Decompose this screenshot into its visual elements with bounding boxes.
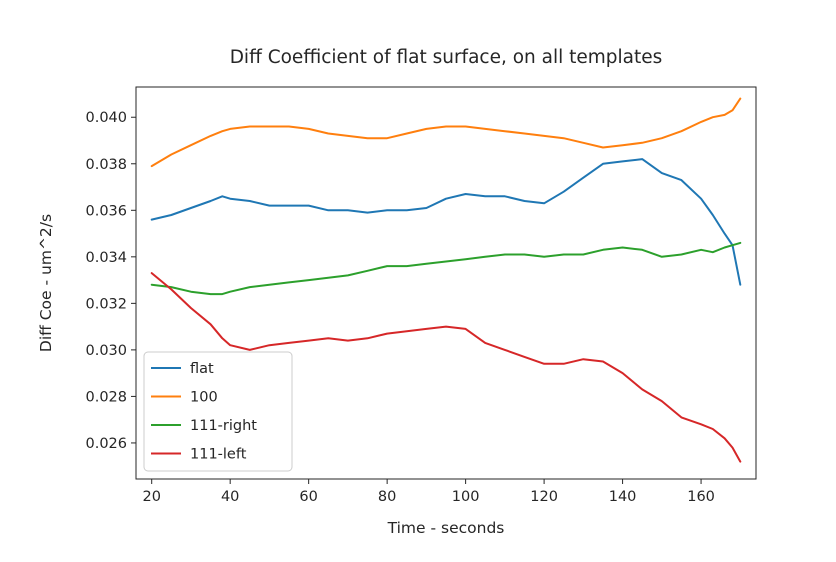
- x-tick-label: 100: [452, 489, 480, 505]
- x-tick-label: 20: [142, 489, 160, 505]
- series-line-flat: [150, 158, 742, 286]
- x-tick-label: 140: [609, 489, 637, 505]
- series-line-111-right: [150, 241, 742, 296]
- y-tick-label: 0.038: [85, 157, 127, 173]
- legend-box: [143, 351, 293, 472]
- y-tick-label: 0.028: [85, 389, 127, 405]
- y-tick-label: 0.032: [85, 296, 127, 312]
- x-tick-label: 80: [378, 489, 396, 505]
- x-axis-title: Time - seconds: [387, 519, 505, 537]
- x-tick-label: 120: [530, 489, 558, 505]
- y-tick-label: 0.040: [85, 110, 127, 126]
- y-axis: 0.026 0.028 0.030 0.032 0.034 0.036 0.038 0.040: [85, 110, 136, 452]
- legend-label-100: 100: [190, 390, 218, 406]
- x-tick-label: 60: [299, 489, 317, 505]
- legend: flat 100 111-right 111-left: [143, 351, 293, 472]
- legend-label-flat: flat: [190, 361, 214, 377]
- y-tick-label: 0.036: [85, 203, 127, 219]
- legend-label-111-left: 111-left: [190, 447, 247, 463]
- x-tick-label: 40: [221, 489, 239, 505]
- x-tick-label: 160: [687, 489, 715, 505]
- y-tick-label: 0.026: [85, 436, 127, 452]
- y-tick-label: 0.030: [85, 343, 127, 359]
- x-axis: 20 40 60 80 100 120 140 160: [142, 479, 715, 505]
- series-lines: [150, 97, 742, 463]
- y-axis-title: Diff Coe - um^2/s: [37, 214, 55, 352]
- y-tick-label: 0.034: [85, 250, 127, 266]
- chart-title: Diff Coefficient of flat surface, on all…: [230, 47, 663, 68]
- series-line-100: [150, 97, 742, 168]
- legend-label-111-right: 111-right: [190, 418, 257, 434]
- series-line-111-left: [150, 272, 742, 463]
